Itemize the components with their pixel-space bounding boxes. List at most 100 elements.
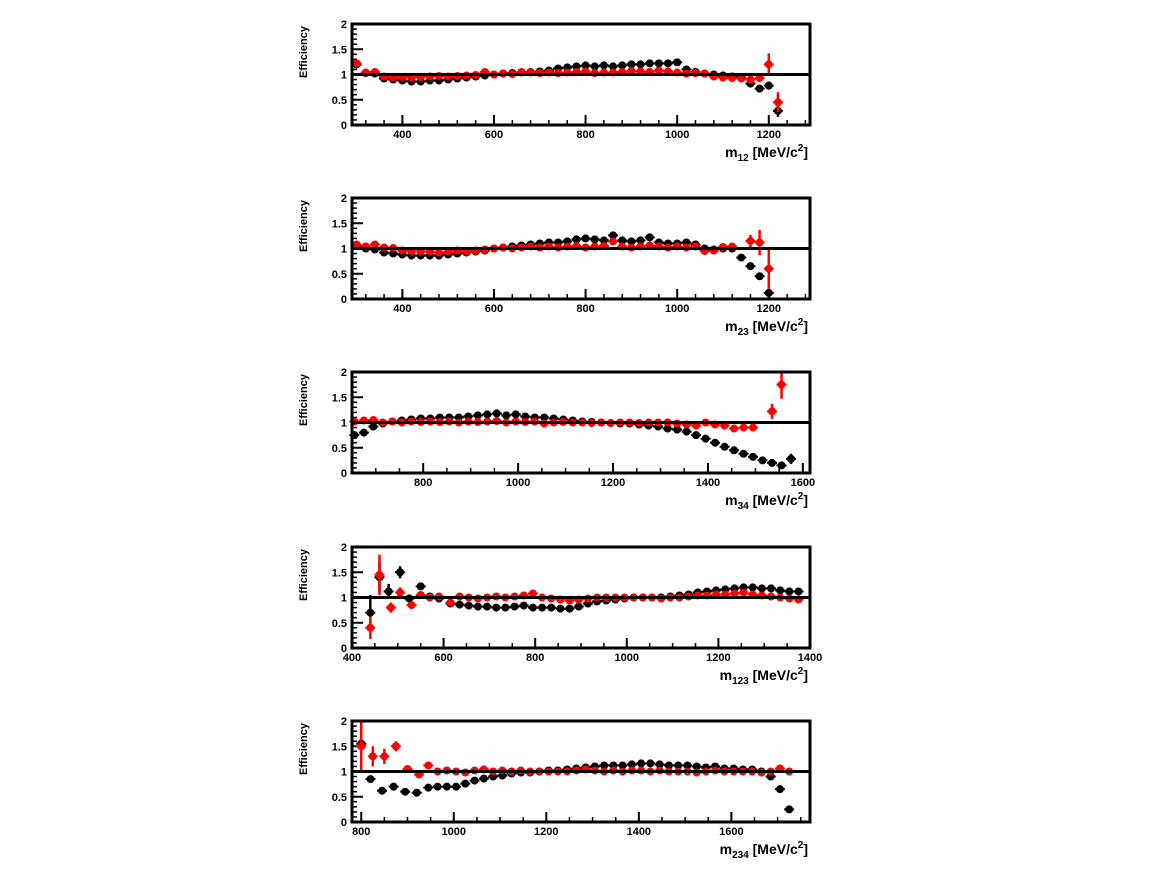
x-tick-label: 1600 (791, 477, 815, 489)
data-point (755, 74, 764, 83)
data-point (618, 236, 627, 245)
chart-panel-4: 400 600 800 1000 1200 1400 0 0.5 1 1.5 2 Efficiency… (298, 542, 822, 687)
data-point (767, 584, 776, 593)
data-point (674, 761, 683, 770)
data-point (755, 238, 764, 247)
x-tick-label: 1200 (534, 826, 558, 838)
data-point (776, 586, 785, 595)
data-point (682, 427, 691, 436)
x-tick-label: 1200 (757, 129, 781, 141)
x-axis-label: m23 [MeV/c2] (725, 317, 808, 338)
data-point (510, 602, 519, 611)
y-tick-label: 1 (341, 593, 347, 605)
data-point (556, 604, 565, 613)
data-point (768, 458, 777, 467)
x-tick-label: 800 (352, 826, 370, 838)
data-point (378, 786, 387, 795)
chart-panel-2: 400 600 800 1000 1200 0 0.5 1 1.5 2 Efficiency m23 … (298, 193, 812, 338)
x-tick-label: 1200 (706, 652, 730, 664)
data-point (357, 742, 366, 751)
x-tick-label: 1000 (615, 652, 639, 664)
y-tick-label: 0 (341, 294, 347, 306)
data-point (389, 782, 398, 791)
data-point (739, 449, 748, 458)
data-point (785, 805, 794, 814)
data-point (645, 59, 654, 68)
data-point (366, 623, 375, 632)
data-point (572, 62, 581, 71)
data-point (483, 602, 492, 611)
series-red (351, 53, 783, 113)
data-point (511, 410, 520, 419)
data-point (366, 608, 375, 617)
data-point (773, 98, 782, 107)
data-point (483, 410, 492, 419)
y-tick-label: 1 (341, 244, 347, 256)
data-point (384, 587, 393, 596)
data-point (618, 61, 627, 70)
data-point (391, 742, 400, 751)
y-tick-label: 1 (341, 418, 347, 430)
data-point (737, 253, 746, 262)
x-tick-label: 1200 (601, 477, 625, 489)
plot-frame (350, 719, 812, 824)
data-point (764, 264, 773, 273)
x-tick-label: 1000 (665, 303, 689, 315)
data-point (572, 235, 581, 244)
y-tick-label: 0 (341, 120, 347, 132)
data-point (730, 446, 739, 455)
y-axis-label: Efficiency (298, 25, 310, 78)
data-point (538, 603, 547, 612)
data-point (519, 601, 528, 610)
y-tick-label: 0.5 (332, 792, 347, 804)
plot-frame (350, 545, 812, 650)
data-point (599, 236, 608, 245)
data-point (739, 588, 748, 597)
chart-panel-5: 800 1000 1200 1400 1600 0 0.5 1 1.5 2 Efficiency m2… (298, 716, 812, 861)
data-point (396, 588, 405, 597)
data-point (386, 603, 395, 612)
data-point (764, 81, 773, 90)
data-point (746, 262, 755, 271)
y-tick-label: 0 (341, 468, 347, 480)
data-point (547, 603, 556, 612)
data-point (609, 231, 618, 240)
plot-frame (350, 196, 812, 301)
y-tick-label: 0 (341, 643, 347, 655)
data-point (664, 59, 673, 68)
y-tick-label: 0.5 (332, 443, 347, 455)
data-point (470, 776, 479, 785)
x-tick-label: 800 (576, 303, 594, 315)
y-axis-label: Efficiency (298, 722, 310, 775)
data-point (720, 442, 729, 451)
data-point (528, 589, 537, 598)
data-point (492, 409, 501, 418)
data-point (758, 456, 767, 465)
data-point (636, 236, 645, 245)
data-point (692, 762, 701, 771)
data-point (501, 603, 510, 612)
data-point (368, 752, 377, 761)
series-black (349, 409, 797, 470)
data-point (627, 66, 636, 75)
x-tick-label: 1400 (627, 826, 651, 838)
data-point (574, 602, 583, 611)
chart-panel-1: 400 600 800 1000 1200 0 0.5 1 1.5 2 Efficiency m12 … (298, 19, 812, 164)
x-axis-label: m12 [MeV/c2] (725, 143, 808, 164)
data-point (401, 787, 410, 796)
y-tick-label: 1.5 (332, 741, 347, 753)
data-point (528, 603, 537, 612)
data-point (627, 760, 636, 769)
y-tick-label: 1.5 (332, 392, 347, 404)
x-tick-label: 1400 (798, 652, 822, 664)
data-point (502, 411, 511, 420)
data-point (746, 75, 755, 84)
data-point (654, 59, 663, 68)
y-tick-label: 1 (341, 70, 347, 82)
data-point (785, 587, 794, 596)
data-point (749, 423, 758, 432)
data-point (701, 434, 710, 443)
data-point (424, 783, 433, 792)
x-tick-label: 1000 (665, 129, 689, 141)
data-point (757, 584, 766, 593)
